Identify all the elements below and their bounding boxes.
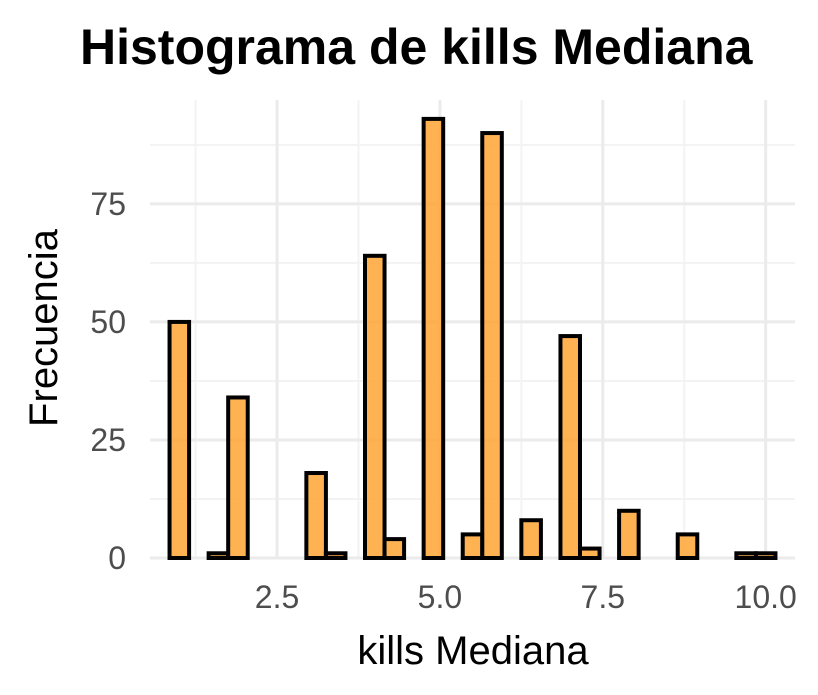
y-tick-label: 75 <box>90 186 126 222</box>
y-tick-label: 25 <box>90 422 126 458</box>
histogram-bar <box>167 319 192 560</box>
histogram-bar <box>617 508 641 561</box>
histogram-bar <box>734 551 758 560</box>
y-axis-ticks: 0 25 50 75 <box>90 186 126 576</box>
y-tick-label: 50 <box>90 304 126 340</box>
histogram-bar <box>226 395 250 561</box>
histogram-bar <box>382 537 407 561</box>
x-tick-label: 2.5 <box>255 579 299 615</box>
y-axis-title: Frecuencia <box>22 228 66 427</box>
x-axis-ticks: 2.5 5.0 7.5 10.0 <box>255 579 797 615</box>
histogram-bar <box>323 551 348 560</box>
histogram-bar <box>304 471 328 561</box>
x-axis-title: kills Mediana <box>357 629 589 673</box>
histogram-bar <box>558 334 582 561</box>
histogram-bar <box>578 546 602 561</box>
x-tick-label: 10.0 <box>735 579 797 615</box>
histogram-bar <box>206 551 231 560</box>
x-tick-label: 7.5 <box>581 579 625 615</box>
histogram-bar <box>753 551 778 560</box>
histogram-bar <box>460 532 485 560</box>
chart-title: Histograma de kills Mediana <box>80 19 754 75</box>
histogram-bar <box>480 131 504 560</box>
histogram-bar <box>675 532 700 560</box>
x-tick-label: 5.0 <box>418 579 462 615</box>
histogram-bar <box>519 518 543 561</box>
histogram-bar <box>363 253 387 561</box>
y-tick-label: 0 <box>108 540 126 576</box>
bars <box>167 116 778 561</box>
histogram-bar <box>421 116 446 560</box>
